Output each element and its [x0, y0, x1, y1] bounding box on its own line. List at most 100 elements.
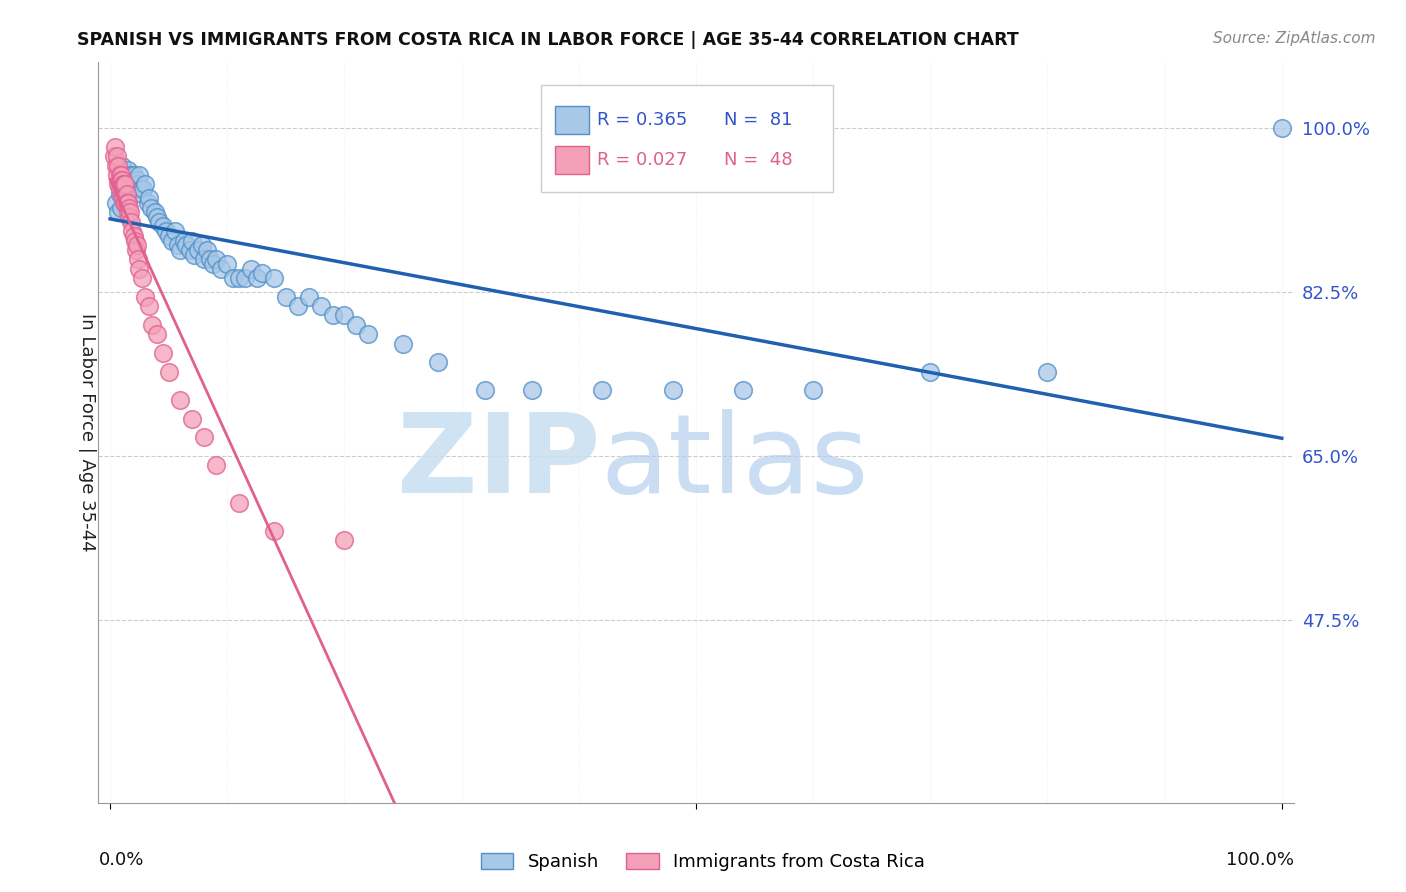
Point	[392, 336, 415, 351]
Point	[246, 271, 269, 285]
Point	[197, 243, 219, 257]
Y-axis label: In Labor Force | Age 35-44: In Labor Force | Age 35-44	[77, 313, 96, 552]
Point	[520, 384, 543, 398]
Point	[112, 178, 135, 192]
Point	[163, 224, 186, 238]
Point	[146, 327, 169, 342]
Point	[143, 205, 166, 219]
Point	[107, 159, 129, 173]
Point	[121, 224, 143, 238]
Point	[127, 178, 149, 192]
Point	[274, 290, 297, 304]
Point	[122, 168, 145, 182]
Point	[801, 384, 824, 398]
Point	[124, 234, 146, 248]
Point	[162, 234, 183, 248]
Point	[920, 365, 942, 379]
Point	[125, 182, 148, 196]
Point	[228, 496, 250, 510]
Point	[591, 384, 613, 398]
Point	[108, 186, 131, 201]
Point	[112, 178, 135, 192]
Point	[107, 178, 129, 192]
Text: R = 0.365: R = 0.365	[598, 112, 688, 129]
Point	[124, 178, 146, 192]
Point	[298, 290, 321, 304]
Point	[181, 234, 204, 248]
Point	[125, 243, 148, 257]
Point	[357, 327, 380, 342]
Point	[263, 271, 285, 285]
Point	[111, 186, 134, 201]
Point	[183, 247, 205, 261]
Point	[129, 182, 152, 196]
Point	[111, 168, 134, 182]
Text: ZIP: ZIP	[396, 409, 600, 516]
Point	[138, 191, 160, 205]
Point	[131, 271, 153, 285]
Point	[134, 290, 156, 304]
Point	[198, 252, 221, 267]
Point	[228, 271, 250, 285]
Point	[322, 309, 344, 323]
Point	[105, 159, 128, 173]
Point	[287, 299, 309, 313]
Point	[127, 172, 149, 186]
Point	[117, 163, 139, 178]
Point	[179, 243, 201, 257]
Point	[211, 261, 233, 276]
Point	[152, 346, 174, 360]
Point	[138, 299, 160, 313]
Point	[117, 178, 139, 192]
Point	[661, 384, 683, 398]
FancyBboxPatch shape	[555, 106, 589, 135]
Point	[204, 458, 226, 473]
Point	[127, 252, 149, 267]
Text: N =  81: N = 81	[724, 112, 792, 129]
Point	[193, 430, 215, 444]
Point	[167, 238, 190, 252]
Point	[108, 168, 131, 182]
Point	[104, 140, 127, 154]
Point	[115, 172, 138, 186]
Point	[120, 172, 141, 186]
Point	[110, 168, 132, 182]
Text: atlas: atlas	[600, 409, 869, 516]
Point	[122, 228, 145, 243]
Point	[112, 172, 135, 186]
Point	[112, 196, 135, 211]
Point	[1271, 121, 1294, 136]
Point	[118, 182, 141, 196]
Text: R = 0.027: R = 0.027	[598, 152, 688, 169]
Point	[111, 159, 134, 173]
Legend: Spanish, Immigrants from Costa Rica: Spanish, Immigrants from Costa Rica	[474, 846, 932, 879]
Point	[193, 252, 215, 267]
Point	[120, 215, 142, 229]
Point	[131, 186, 153, 201]
Point	[118, 168, 141, 182]
Point	[110, 201, 132, 215]
Point	[157, 365, 180, 379]
Point	[146, 210, 169, 224]
Point	[136, 196, 159, 211]
Point	[120, 168, 142, 182]
Text: 0.0%: 0.0%	[98, 851, 143, 869]
Point	[120, 205, 141, 219]
Point	[105, 168, 128, 182]
Point	[169, 392, 191, 407]
Point	[309, 299, 332, 313]
Text: SPANISH VS IMMIGRANTS FROM COSTA RICA IN LABOR FORCE | AGE 35-44 CORRELATION CHA: SPANISH VS IMMIGRANTS FROM COSTA RICA IN…	[77, 31, 1019, 49]
Point	[263, 524, 285, 538]
Point	[222, 271, 245, 285]
Point	[427, 355, 450, 369]
Point	[204, 252, 226, 267]
Point	[114, 178, 136, 192]
Point	[114, 196, 136, 211]
Point	[252, 266, 274, 280]
Point	[107, 205, 129, 219]
Point	[174, 238, 197, 252]
Point	[474, 384, 496, 398]
Point	[731, 384, 754, 398]
Point	[127, 238, 149, 252]
Point	[115, 186, 138, 201]
